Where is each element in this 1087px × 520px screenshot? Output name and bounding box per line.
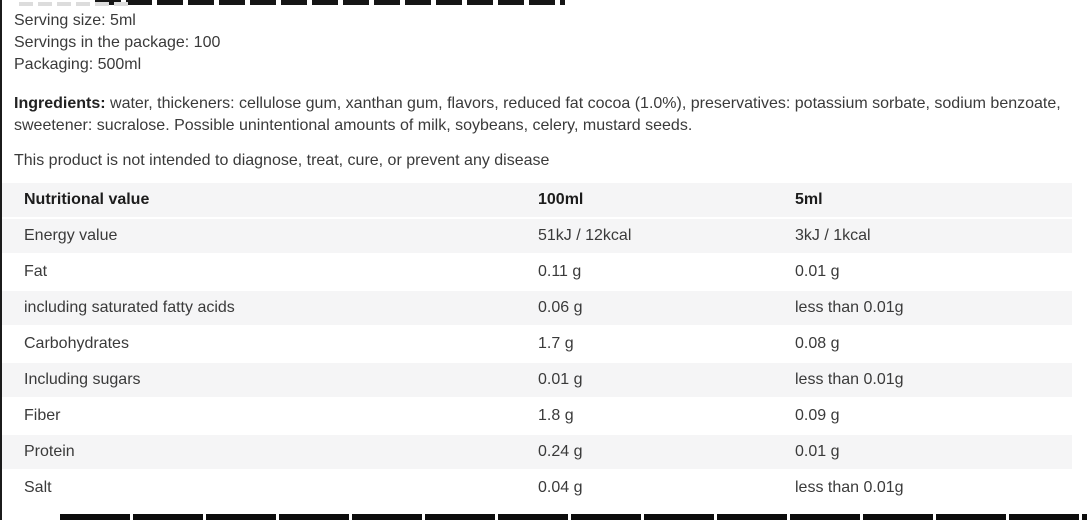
value-100ml: 0.04 g <box>538 479 583 496</box>
header-5ml: 5ml <box>795 191 823 208</box>
serving-size-line: Serving size: 5ml <box>14 12 136 29</box>
table-row-fiber: Fiber 1.8 g 0.09 g <box>2 399 1072 435</box>
packaging-line: Packaging: 500ml <box>14 56 142 73</box>
header-100ml: 100ml <box>538 191 584 208</box>
table-row-fat: Fat 0.11 g 0.01 g <box>2 255 1072 291</box>
table-row-protein: Protein 0.24 g 0.01 g <box>2 435 1072 471</box>
row-label: Carbohydrates <box>24 335 129 352</box>
row-label: Fiber <box>24 407 61 424</box>
table-row-salt: Salt 0.04 g less than 0.01g <box>2 471 1072 507</box>
value-5ml: less than 0.01g <box>795 371 904 388</box>
disclaimer-text: This product is not intended to diagnose… <box>14 152 550 169</box>
value-5ml: 0.01 g <box>795 263 840 280</box>
nutrition-table: Nutritional value 100ml 5ml Energy value… <box>2 183 1072 507</box>
ingredients-text: water, thickeners: cellulose gum, xantha… <box>14 95 1061 134</box>
value-100ml: 0.11 g <box>538 263 582 280</box>
table-row-saturated-fat: including saturated fatty acids 0.06 g l… <box>2 291 1072 327</box>
servings-count-line: Servings in the package: 100 <box>14 34 221 51</box>
table-row-energy: Energy value 51kJ / 12kcal 3kJ / 1kcal <box>2 219 1072 255</box>
table-row-sugars: Including sugars 0.01 g less than 0.01g <box>2 363 1072 399</box>
value-100ml: 1.8 g <box>538 407 574 424</box>
header-nutritional-value: Nutritional value <box>24 191 150 208</box>
cut-off-text-top-faint <box>19 2 129 6</box>
nutrition-table-header-row: Nutritional value 100ml 5ml <box>2 183 1072 219</box>
ingredients-paragraph: Ingredients: water, thickeners: cellulos… <box>14 93 1062 137</box>
value-100ml: 0.06 g <box>538 299 583 316</box>
value-5ml: 0.08 g <box>795 335 840 352</box>
row-label: Protein <box>24 443 75 460</box>
table-row-carbohydrates: Carbohydrates 1.7 g 0.08 g <box>2 327 1072 363</box>
value-100ml: 1.7 g <box>538 335 574 352</box>
value-100ml: 0.24 g <box>538 443 583 460</box>
row-label: Including sugars <box>24 371 141 388</box>
value-5ml: less than 0.01g <box>795 479 904 496</box>
serving-info-block: Serving size: 5ml Servings in the packag… <box>14 10 1087 76</box>
row-label: Fat <box>24 263 48 280</box>
row-label: Salt <box>24 479 52 496</box>
cut-off-text-bottom <box>60 514 1087 520</box>
value-5ml: less than 0.01g <box>795 299 904 316</box>
value-100ml: 51kJ / 12kcal <box>538 227 632 244</box>
ingredients-label: Ingredients: <box>14 95 106 112</box>
row-label: including saturated fatty acids <box>24 299 235 316</box>
row-label: Energy value <box>24 227 118 244</box>
value-100ml: 0.01 g <box>538 371 583 388</box>
value-5ml: 0.09 g <box>795 407 840 424</box>
cut-off-text-top <box>95 0 565 5</box>
value-5ml: 0.01 g <box>795 443 840 460</box>
value-5ml: 3kJ / 1kcal <box>795 227 871 244</box>
